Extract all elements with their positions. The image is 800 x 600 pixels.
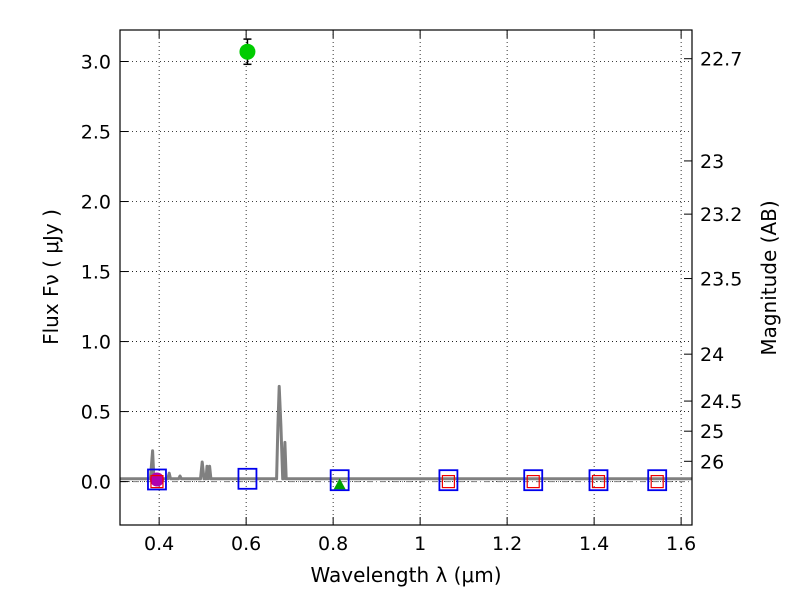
magnitude-tick-label: 22.7 — [700, 49, 742, 71]
y-tick-label: 1.0 — [81, 332, 111, 354]
x-tick-label: 0.6 — [231, 533, 261, 555]
magnitude-tick-label: 23 — [700, 151, 724, 173]
magnitude-tick-label: 24.5 — [700, 391, 742, 413]
magnitude-tick-label: 25 — [700, 421, 724, 443]
upper-limit-square — [591, 474, 606, 489]
grid — [120, 30, 692, 525]
x-axis-ticks: 0.4 0.6 0.8 1 1.2 1.4 1.6 — [144, 30, 696, 555]
y-tick-label: 2.0 — [81, 192, 111, 214]
upper-limit-square — [526, 474, 540, 489]
magnitude-tick-label: 23.2 — [700, 204, 742, 226]
x-tick-label: 1.4 — [579, 533, 609, 555]
magnitude-tick-label: 26 — [700, 451, 724, 473]
model-spectrum-line — [120, 384, 692, 481]
magnitude-axis-ticks: 22.7 23 23.2 23.5 24 24.5 25 26 — [684, 49, 742, 473]
upper-limit-square — [150, 474, 164, 489]
y-tick-label: 2.5 — [81, 122, 111, 144]
plot-frame — [119, 29, 693, 526]
model-photometry-square — [647, 469, 668, 492]
model-photometry-square — [237, 467, 258, 490]
model-photometry-square — [523, 469, 544, 492]
model-photometry-square — [438, 469, 459, 492]
detection-point — [239, 43, 256, 60]
x-tick-label: 0.8 — [318, 533, 348, 555]
y-axis-label: Flux Fν ( μJy ) — [39, 209, 63, 345]
model-photometry-square — [588, 469, 609, 492]
magnitude-tick-label: 24 — [700, 344, 724, 366]
magnitude-axis-label: Magnitude (AB) — [757, 200, 781, 355]
model-photometry-square — [147, 468, 167, 491]
x-tick-label: 1.2 — [492, 533, 522, 555]
detection-point — [149, 472, 164, 487]
y-axis-ticks: 0.0 0.5 1.0 1.5 2.0 2.5 3.0 — [81, 52, 128, 494]
model-photometry-square — [329, 469, 350, 492]
y-tick-label: 0.5 — [81, 402, 111, 424]
y-tick-label: 1.5 — [81, 262, 111, 284]
x-tick-label: 1.6 — [666, 533, 696, 555]
plot-series — [120, 38, 692, 492]
upper-limit-square — [441, 474, 456, 489]
magnitude-tick-label: 23.5 — [700, 269, 742, 291]
y-tick-label: 0.0 — [81, 472, 111, 494]
y-tick-label: 3.0 — [81, 52, 111, 74]
detection-triangle-marker — [333, 478, 346, 490]
x-tick-label: 1 — [414, 533, 426, 555]
x-tick-label: 0.4 — [144, 533, 174, 555]
upper-limit-square — [650, 474, 664, 489]
x-axis-label: Wavelength λ (μm) — [310, 563, 501, 587]
